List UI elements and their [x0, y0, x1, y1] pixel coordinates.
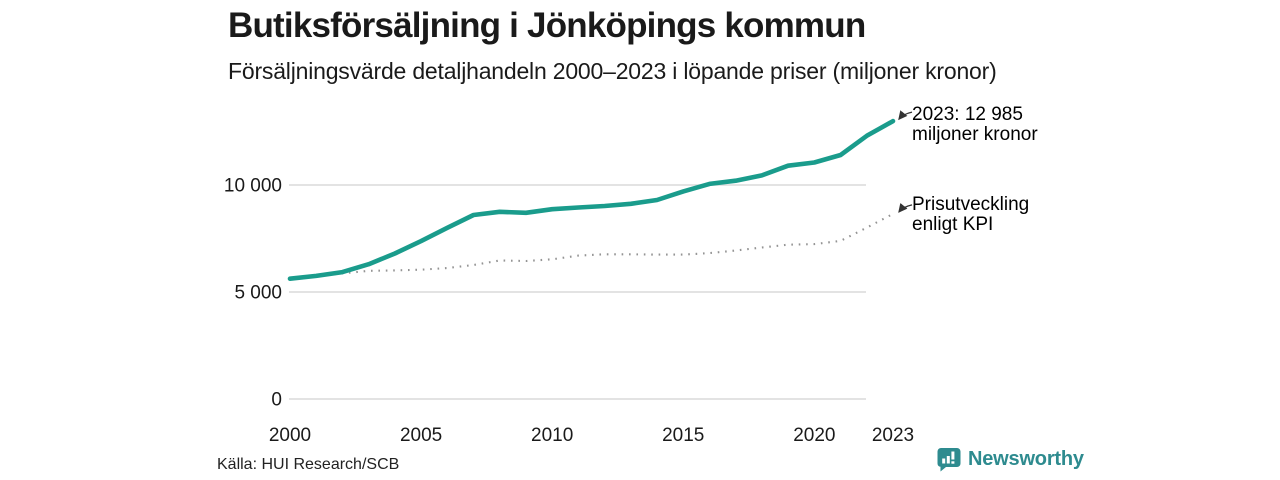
newsworthy-logo[interactable]: Newsworthy: [936, 447, 1084, 472]
annotation-sales-line1: 2023: 12 985: [912, 104, 1023, 125]
svg-text:2023: 2023: [872, 425, 914, 446]
sales-line: [287, 118, 896, 282]
svg-text:2015: 2015: [662, 425, 704, 446]
svg-text:10 000: 10 000: [224, 176, 282, 197]
svg-text:2010: 2010: [531, 425, 573, 446]
svg-text:2005: 2005: [400, 425, 442, 446]
annotation-arrows: [898, 110, 913, 213]
annotation-sales-2023: 2023: 12 985 miljoner kronor: [912, 105, 1038, 144]
annotation-kpi-line1: Prisutveckling: [912, 194, 1030, 215]
chart-subtitle: Försäljningsvärde detaljhandeln 2000–202…: [228, 58, 997, 84]
y-axis-labels: 0 5 000 10 000: [224, 176, 282, 411]
x-axis-labels: 2000 2005 2010 2015 2020 2023: [269, 425, 914, 446]
svg-text:2020: 2020: [793, 425, 835, 446]
annotation-kpi-line2: enligt KPI: [912, 213, 994, 235]
gridlines: [289, 184, 866, 400]
source-note: Källa: HUI Research/SCB: [217, 456, 400, 473]
svg-text:5 000: 5 000: [234, 283, 282, 304]
annotation-kpi: Prisutveckling enligt KPI: [912, 195, 1029, 234]
annotation-sales-line2: miljoner kronor: [912, 123, 1038, 145]
kpi-line: [289, 212, 894, 280]
svg-text:0: 0: [271, 390, 282, 411]
newsworthy-wordmark: Newsworthy: [968, 448, 1084, 470]
svg-text:2000: 2000: [269, 425, 311, 446]
page-title: Butiksförsäljning i Jönköpings kommun: [228, 6, 866, 45]
newsworthy-icon: [937, 448, 961, 472]
